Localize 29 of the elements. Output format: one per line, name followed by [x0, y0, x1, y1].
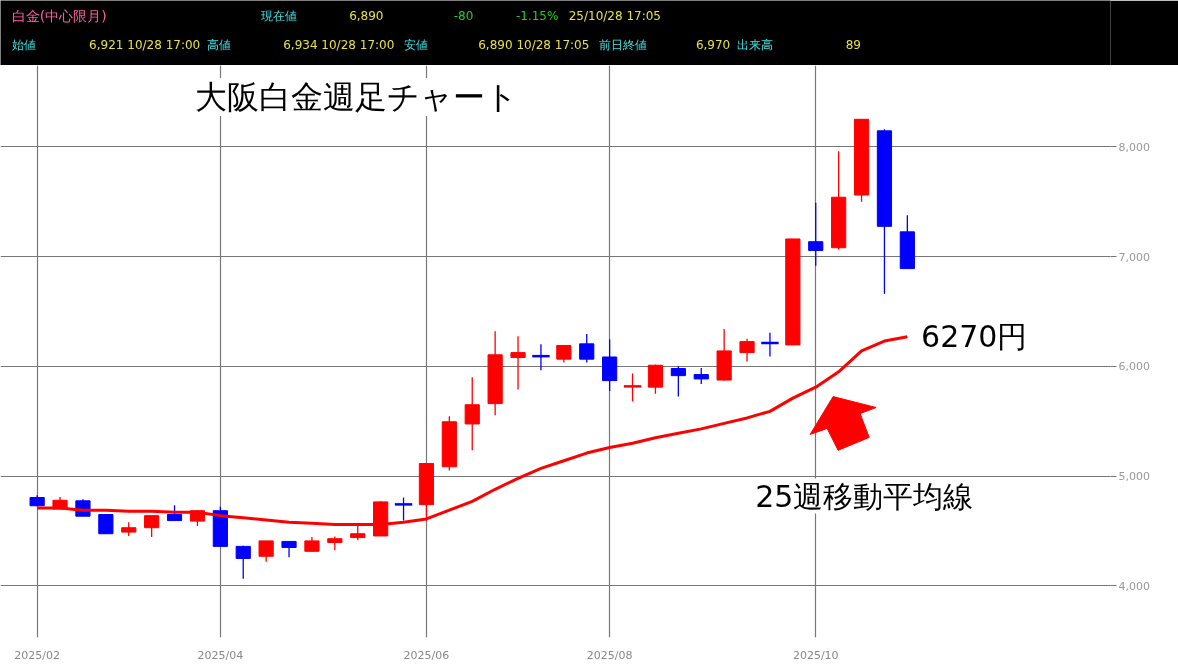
x-tick-label: 2025/08	[586, 648, 633, 662]
text: -80	[453, 9, 474, 23]
text: 出来高	[737, 37, 774, 52]
y-tick-label: 5,000	[1118, 470, 1150, 484]
text: 25/10/28 17:05	[568, 8, 661, 23]
x-tick-label: 2025/04	[197, 648, 244, 662]
text: 6,921 10/28 17:00	[89, 37, 201, 52]
y-tick-label: 7,000	[1118, 250, 1150, 264]
text: 前日終値	[598, 37, 647, 52]
x-tick-label: 2025/10	[792, 648, 839, 662]
x-tick-label: 2025/02	[14, 648, 60, 662]
chart-title: 大阪白金週足チャート	[195, 77, 519, 116]
text: 現在値	[260, 8, 297, 23]
text: 6,970	[695, 38, 731, 52]
legend-label: 25週移動平均線	[755, 478, 974, 514]
text: 89	[845, 38, 861, 52]
y-tick-label: 6,000	[1118, 360, 1150, 374]
text: 始値	[11, 37, 36, 52]
text: 白金(中心限月)	[11, 7, 107, 24]
text: 6,890 10/28 17:05	[478, 37, 590, 52]
data-label: 6270円	[921, 319, 1028, 355]
x-tick-label: 2025/06	[403, 648, 450, 662]
y-tick-label: 8,000	[1118, 140, 1150, 154]
text: 6,890	[349, 9, 384, 23]
text: 高値	[206, 37, 231, 52]
text: -1.15%	[515, 8, 559, 23]
text: 安値	[403, 37, 428, 52]
y-tick-label: 4,000	[1118, 579, 1150, 593]
text: 6,934 10/28 17:00	[283, 37, 395, 52]
